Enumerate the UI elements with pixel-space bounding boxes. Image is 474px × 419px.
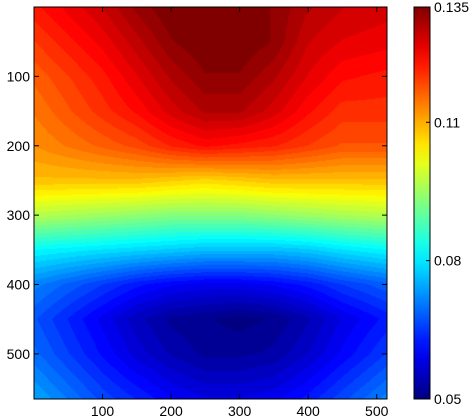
x-tick-label: 100 [91, 403, 115, 419]
colorbar-ticks: 0.05 0.08 0.11 0.135 [426, 0, 469, 407]
y-tick-label: 400 [7, 277, 31, 293]
colorbar-tick-label: 0.135 [434, 0, 469, 15]
y-tick-label: 300 [7, 207, 31, 223]
colorbar-tick-label: 0.05 [434, 391, 461, 407]
x-tick-label: 500 [365, 403, 389, 419]
y-axis: 100 200 300 400 500 [7, 68, 387, 362]
heatmap-surface [34, 7, 387, 399]
colorbar-gradient [414, 7, 430, 399]
plot-frame [33, 6, 388, 400]
y-tick-label: 100 [7, 68, 31, 84]
colorbar: 0.05 0.08 0.11 0.135 [413, 0, 469, 407]
heatmap-plot-area [33, 6, 388, 400]
colorbar-tick-label: 0.11 [434, 114, 460, 130]
y-tick-label: 500 [7, 346, 31, 362]
x-tick-label: 300 [228, 403, 252, 419]
x-axis: 100 200 300 400 500 [91, 7, 389, 419]
x-tick-label: 400 [296, 403, 320, 419]
colorbar-tick-label: 0.08 [434, 253, 461, 269]
x-tick-label: 200 [159, 403, 183, 419]
y-tick-label: 200 [7, 138, 31, 154]
colorbar-frame [413, 6, 431, 400]
